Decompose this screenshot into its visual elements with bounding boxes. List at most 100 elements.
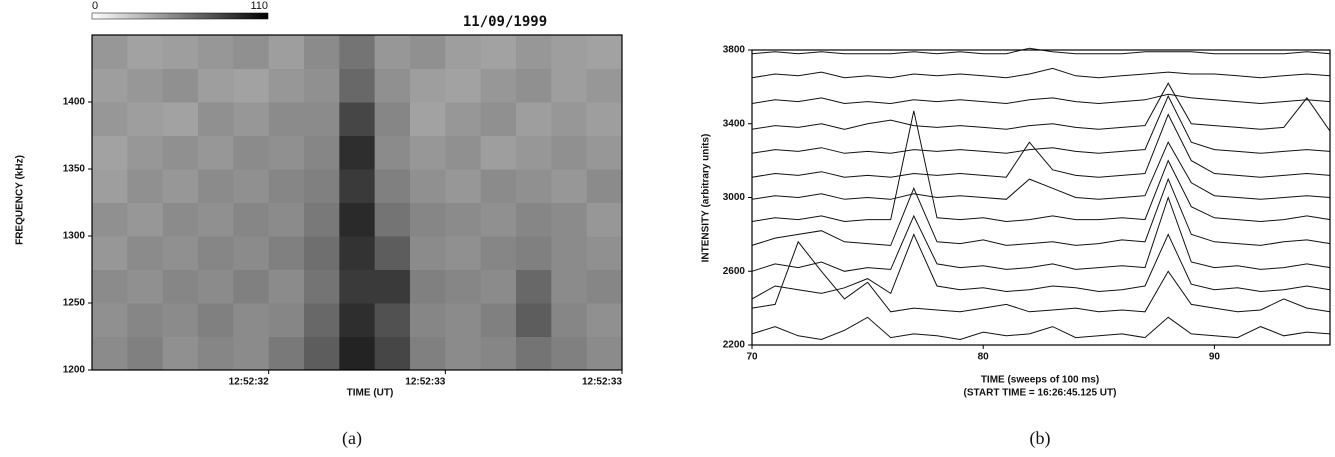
heat-cell [268, 336, 305, 371]
heat-cell [445, 102, 482, 136]
heat-cell [92, 336, 128, 371]
line [751, 67, 1331, 79]
heat-cell [268, 202, 305, 237]
heat-cell [374, 68, 411, 103]
heat-cell [586, 102, 623, 136]
heat-cell [127, 269, 164, 304]
heat-cell [339, 303, 376, 337]
heat-cell [410, 336, 446, 371]
heat-cell [516, 169, 552, 203]
y-tick-label: 1300 [63, 231, 86, 242]
line [751, 195, 1331, 272]
heat-cell [304, 102, 340, 136]
heat-cell [480, 68, 517, 103]
heat-cell [127, 68, 164, 103]
heat-cell [162, 202, 199, 237]
chart-title: 11/09/1999 [463, 14, 547, 30]
heat-cell [268, 269, 305, 304]
x-tick-label: 12:52:33 [405, 377, 445, 388]
x-tick-label: 12:52:33 [582, 377, 622, 388]
heat-cell [233, 169, 270, 203]
heat-cell [551, 169, 588, 203]
heat-cell [586, 202, 623, 237]
heat-cell [516, 135, 552, 170]
heat-cell [445, 303, 482, 337]
heat-cell [445, 336, 482, 371]
heat-cell [127, 135, 164, 170]
heat-cell [268, 102, 305, 136]
heat-cell [268, 303, 305, 337]
heat-cell [410, 303, 446, 337]
heat-cell [339, 336, 376, 371]
heat-cell [339, 269, 376, 304]
y-tick-label: 3400 [723, 118, 746, 129]
heat-cell [480, 102, 517, 136]
plot-frame [91, 34, 623, 371]
heat-cell [92, 135, 128, 170]
line [751, 93, 1331, 105]
heat-cell [268, 236, 305, 270]
heat-cell [516, 236, 552, 270]
caption: (a) [342, 428, 362, 449]
heat-cell [551, 102, 588, 136]
heat-cell [339, 135, 376, 170]
heat-cell [304, 303, 340, 337]
heat-cell [410, 202, 446, 237]
heat-cell [410, 35, 446, 69]
line [751, 233, 1331, 300]
heat-cell [339, 236, 376, 270]
x-axis-sublabel: (START TIME = 16:26:45.125 UT) [964, 388, 1117, 399]
heat-cell [339, 202, 376, 237]
heat-cell [233, 336, 270, 371]
heat-cell [374, 336, 411, 371]
heat-cell [198, 269, 234, 304]
heat-cell [162, 269, 199, 304]
heat-cell [551, 269, 588, 304]
heat-cell [586, 169, 623, 203]
y-axis-label: INTENSITY (arbitrary units) [701, 134, 712, 263]
heat-cell [410, 135, 446, 170]
heat-cell [92, 102, 128, 136]
heat-cell [339, 68, 376, 103]
heat-cell [198, 336, 234, 371]
heat-cell [198, 169, 234, 203]
heat-cell [374, 236, 411, 270]
x-tick-label: 12:52:32 [229, 377, 269, 388]
heat-cell [551, 336, 588, 371]
heat-cell [445, 169, 482, 203]
heat-cell [162, 236, 199, 270]
y-tick-label: 3000 [723, 192, 746, 203]
heat-cell [127, 336, 164, 371]
x-tick-label: 80 [978, 352, 990, 363]
heat-cell [374, 303, 411, 337]
heat-cell [233, 102, 270, 136]
heat-cell [339, 169, 376, 203]
y-axis-label: FREQUENCY (kHz) [15, 155, 26, 245]
heat-cell [374, 269, 411, 304]
line [751, 110, 1331, 223]
y-tick-label: 1200 [63, 365, 86, 376]
heat-cell [304, 202, 340, 237]
heat-cell [586, 135, 623, 170]
heat-cell [516, 68, 552, 103]
heat-cell [445, 202, 482, 237]
line [751, 47, 1331, 55]
heat-cell [127, 35, 164, 69]
heat-cell [480, 336, 517, 371]
heat-cell [304, 269, 340, 304]
line [751, 113, 1331, 178]
heat-cell [162, 303, 199, 337]
heat-cell [162, 68, 199, 103]
heat-cell [233, 135, 270, 170]
heat-cell [551, 236, 588, 270]
heat-cell [268, 135, 305, 170]
heat-cell [233, 35, 270, 69]
heat-cell [374, 135, 411, 170]
line [751, 316, 1331, 341]
y-tick-label: 1350 [63, 164, 86, 175]
heat-cell [268, 169, 305, 203]
heat-cell [516, 35, 552, 69]
heat-cell [233, 236, 270, 270]
heat-cell [445, 135, 482, 170]
